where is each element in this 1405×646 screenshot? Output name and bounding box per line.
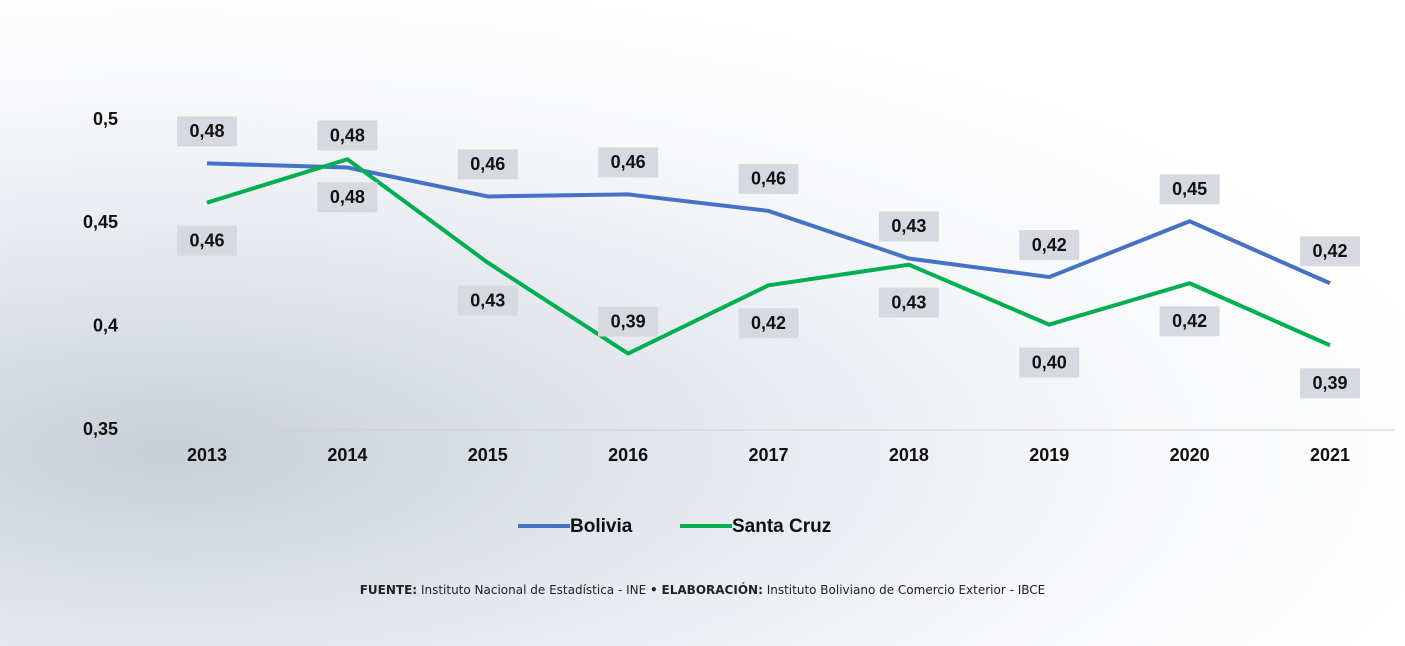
data-label-box <box>317 182 378 213</box>
data-label: 0,46 <box>611 152 646 172</box>
data-label-box <box>598 306 659 337</box>
data-label: 0,39 <box>1312 373 1347 393</box>
data-label-box <box>878 287 939 318</box>
source-label: FUENTE: <box>359 583 418 597</box>
x-tick-label: 2020 <box>1170 445 1210 465</box>
data-label: 0,43 <box>470 290 505 310</box>
data-label-box <box>878 211 939 242</box>
data-label: 0,42 <box>1172 311 1207 331</box>
data-label-box <box>1159 306 1220 337</box>
data-label-box <box>1159 174 1220 205</box>
separator: • <box>650 583 658 597</box>
data-label: 0,46 <box>189 230 224 250</box>
data-label-box <box>457 149 518 180</box>
data-label-box <box>177 116 237 147</box>
source-text: Instituto Nacional de Estadística - INE <box>420 583 647 597</box>
data-label: 0,39 <box>611 311 646 331</box>
data-label: 0,46 <box>751 169 786 189</box>
data-label: 0,48 <box>330 187 365 207</box>
data-label: 0,48 <box>330 125 365 145</box>
y-tick-label: 0,4 <box>93 315 118 335</box>
credit-label: ELABORACIÓN: <box>661 583 763 597</box>
data-label-box <box>738 163 799 194</box>
data-label-box <box>317 120 378 151</box>
x-tick-label: 2014 <box>327 445 367 465</box>
series-line <box>206 161 1331 286</box>
x-tick-label: 2018 <box>889 445 929 465</box>
data-label: 0,40 <box>1032 352 1067 372</box>
x-tick-label: 2013 <box>187 445 227 465</box>
x-tick-label: 2017 <box>748 445 788 465</box>
data-label-box <box>598 147 659 178</box>
y-tick-label: 0,35 <box>83 419 118 439</box>
data-label-box <box>1019 347 1080 378</box>
legend-label: Santa Cruz <box>732 516 831 537</box>
source-note: FUENTE: Instituto Nacional de Estadístic… <box>0 583 1405 597</box>
data-label-box <box>1300 236 1360 267</box>
y-tick-label: 0,5 <box>93 109 118 129</box>
x-tick-label: 2016 <box>608 445 648 465</box>
data-label: 0,42 <box>751 313 786 333</box>
data-label: 0,42 <box>1032 235 1067 255</box>
series-line <box>206 157 1331 356</box>
data-label-box <box>738 308 799 339</box>
legend-label: Bolivia <box>570 516 633 537</box>
x-tick-label: 2019 <box>1029 445 1069 465</box>
data-label-box <box>1300 368 1360 399</box>
data-label-box <box>457 285 518 316</box>
data-label: 0,43 <box>891 292 926 312</box>
x-tick-label: 2021 <box>1310 445 1350 465</box>
data-label-box <box>1019 230 1080 261</box>
data-label: 0,43 <box>891 216 926 236</box>
data-label: 0,46 <box>470 154 505 174</box>
data-label-box <box>177 225 237 256</box>
data-label: 0,42 <box>1312 241 1347 261</box>
data-label: 0,45 <box>1172 179 1207 199</box>
credit-text: Instituto Boliviano de Comercio Exterior… <box>766 583 1046 597</box>
x-tick-label: 2015 <box>468 445 508 465</box>
y-tick-label: 0,45 <box>83 212 118 232</box>
data-label: 0,48 <box>189 121 224 141</box>
